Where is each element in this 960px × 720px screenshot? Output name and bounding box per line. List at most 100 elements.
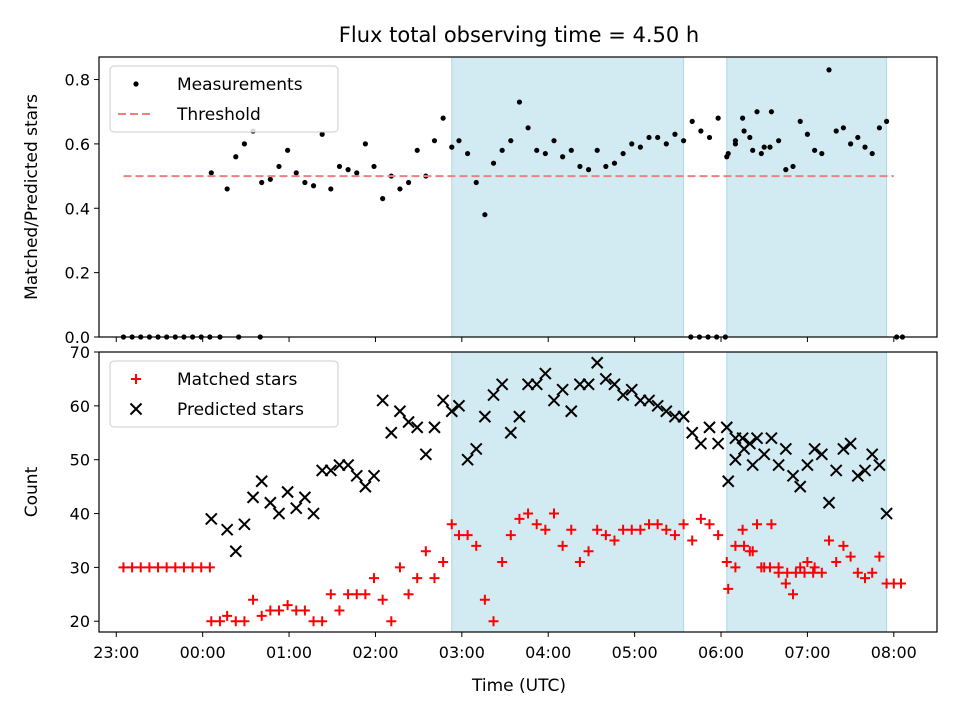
data-point — [873, 458, 886, 472]
x-tick-label: 23:00 — [93, 643, 139, 662]
data-point — [772, 458, 785, 472]
data-point — [566, 524, 577, 535]
data-point — [397, 186, 403, 192]
data-point — [376, 394, 389, 407]
legend-label: Predicted stars — [177, 400, 304, 420]
data-point — [272, 507, 286, 520]
data-point — [539, 367, 552, 380]
data-point — [359, 480, 372, 493]
data-point — [590, 356, 604, 369]
data-point — [362, 141, 368, 147]
data-point — [611, 160, 618, 166]
data-point — [230, 616, 241, 627]
data-point — [779, 442, 793, 456]
legend-swatch — [131, 374, 141, 384]
x-tick-label: 06:00 — [698, 643, 744, 662]
y-tick-label: 50 — [70, 451, 90, 470]
data-point — [740, 115, 746, 121]
data-point — [461, 453, 474, 466]
data-point — [743, 437, 757, 450]
data-point — [478, 410, 492, 423]
series-predicted-stars — [205, 356, 893, 558]
data-point — [412, 573, 423, 584]
data-point — [282, 600, 293, 611]
data-point — [525, 125, 531, 131]
data-point — [504, 426, 518, 439]
data-point — [229, 545, 242, 558]
data-point — [858, 464, 872, 477]
data-point — [220, 523, 234, 536]
data-point — [765, 431, 778, 445]
data-point — [874, 551, 885, 562]
data-point — [815, 448, 829, 461]
data-point — [867, 567, 878, 578]
data-point — [766, 519, 777, 530]
legend: Measurements Threshold — [109, 65, 339, 133]
data-point — [822, 496, 836, 509]
data-point — [585, 167, 592, 173]
data-point — [386, 616, 397, 627]
data-point — [371, 163, 377, 170]
data-point — [516, 99, 523, 105]
y-tick-label: 70 — [70, 343, 90, 362]
legend-swatch — [129, 402, 143, 416]
legend: Matched stars Predicted stars — [109, 360, 339, 428]
plot-area — [118, 356, 907, 627]
data-point — [291, 605, 302, 616]
data-point — [795, 562, 806, 573]
data-point — [246, 491, 260, 504]
data-point — [222, 610, 233, 621]
data-point — [723, 583, 734, 594]
data-point — [616, 388, 630, 402]
data-point — [741, 128, 747, 134]
legend-label: Matched stars — [177, 370, 297, 390]
data-point — [594, 147, 600, 153]
data-point — [812, 147, 818, 153]
x-tick-label: 08:00 — [871, 643, 917, 662]
data-point — [479, 594, 490, 605]
data-point — [750, 431, 764, 445]
data-point — [487, 388, 500, 402]
data-point — [565, 405, 578, 418]
data-point — [206, 616, 217, 627]
axes-frame — [98, 351, 938, 633]
data-point — [405, 179, 412, 186]
data-point — [508, 138, 514, 144]
data-point — [786, 469, 800, 483]
data-point — [583, 546, 594, 557]
data-point — [264, 496, 277, 509]
data-point — [530, 378, 543, 391]
data-point — [276, 163, 282, 170]
data-point — [715, 115, 721, 121]
data-point — [646, 134, 652, 141]
data-point — [248, 594, 259, 605]
data-point — [625, 383, 638, 396]
data-point — [351, 589, 362, 600]
data-point — [776, 138, 782, 144]
data-point — [838, 540, 849, 551]
data-point — [608, 378, 621, 391]
data-point — [663, 141, 669, 147]
data-point — [144, 562, 155, 573]
data-point — [830, 464, 843, 477]
data-point — [127, 562, 138, 573]
data-point — [560, 154, 566, 160]
y-tick-label: 0.6 — [65, 135, 90, 154]
data-point — [799, 567, 810, 578]
data-point — [722, 475, 735, 488]
data-point — [687, 535, 698, 546]
data-point — [747, 134, 753, 141]
data-point — [436, 394, 450, 407]
data-point — [514, 513, 525, 524]
data-point — [470, 442, 483, 456]
data-point — [328, 186, 334, 192]
data-point — [689, 118, 695, 124]
lower-count-panel: 20 30 40 50 60 70 23:00 00:00 01:00 02:00 03:00 04:… — [22, 343, 938, 662]
data-point — [505, 530, 516, 541]
data-point — [497, 557, 508, 567]
data-point — [170, 562, 181, 573]
data-point — [729, 453, 742, 466]
data-point — [431, 138, 438, 144]
y-tick-label: 0.8 — [65, 71, 90, 90]
data-point — [736, 431, 749, 445]
